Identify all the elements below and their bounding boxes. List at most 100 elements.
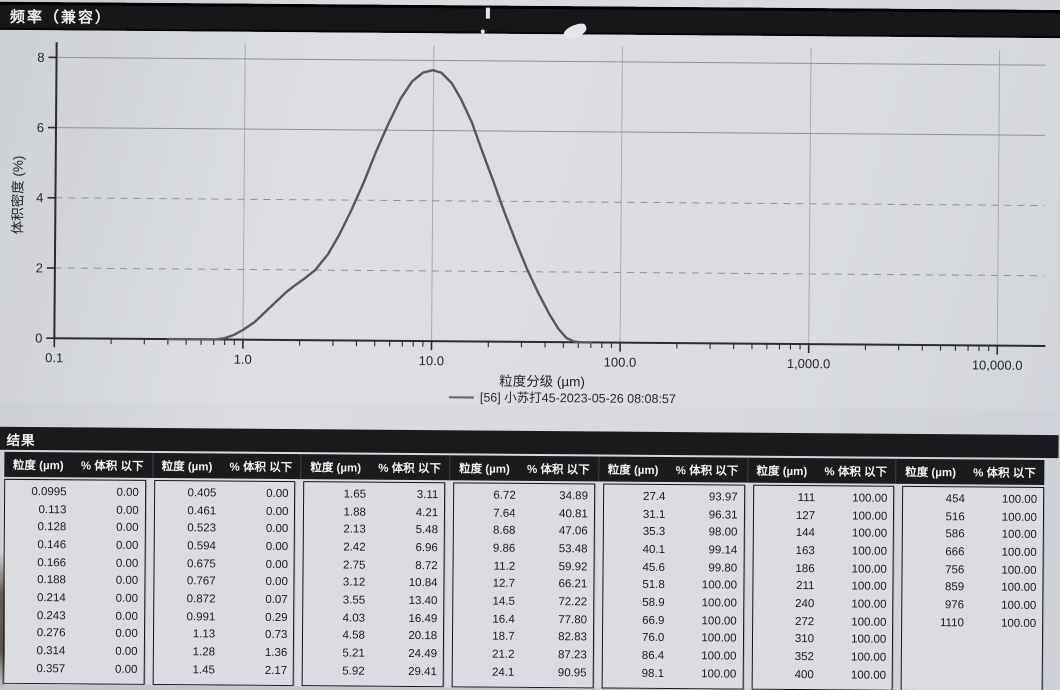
size-value: 6.72 bbox=[493, 489, 516, 502]
table-row: 400 100.00 bbox=[752, 666, 892, 685]
pct-under-value: 0.00 bbox=[116, 486, 139, 499]
pct-under-value: 100.00 bbox=[850, 669, 887, 682]
y-tick-label: 0 bbox=[35, 331, 42, 346]
pct-under-value: 0.00 bbox=[115, 557, 139, 570]
pct-under-value: 100.00 bbox=[851, 580, 887, 594]
size-value: 18.7 bbox=[492, 630, 515, 644]
x-tick-label: 10,000.0 bbox=[972, 357, 1023, 372]
pct-under-value: 100.00 bbox=[1001, 581, 1037, 595]
size-value: 272 bbox=[794, 615, 815, 628]
pct-under-value: 16.49 bbox=[408, 612, 438, 625]
table-row: 31.1 96.31 bbox=[604, 505, 744, 524]
size-value: 31.1 bbox=[642, 508, 666, 521]
size-value: 58.9 bbox=[642, 596, 665, 609]
size-column-header: 粒度 (µm) bbox=[905, 466, 957, 479]
size-value: 211 bbox=[796, 580, 815, 593]
pct-under-value: 99.80 bbox=[708, 561, 738, 575]
pct-under-value: 100.00 bbox=[1001, 511, 1038, 524]
decade-gridline bbox=[808, 48, 812, 345]
table-row: 76.0 100.00 bbox=[603, 629, 743, 648]
size-value: 1.65 bbox=[343, 488, 367, 501]
table-row: 0.166 0.00 bbox=[5, 554, 145, 573]
table-row: 2.75 8.72 bbox=[304, 556, 444, 575]
table-row: 18.7 82.83 bbox=[453, 628, 593, 647]
table-row: 1.45 2.17 bbox=[153, 661, 293, 680]
size-value: 666 bbox=[945, 546, 965, 559]
pct-column-header: % 体积 以下 bbox=[526, 463, 590, 476]
table-row: 11.2 59.92 bbox=[454, 557, 594, 576]
table-row: 0.523 0.00 bbox=[155, 519, 295, 538]
pct-under-value: 100.00 bbox=[851, 598, 887, 611]
table-row: 40.1 99.14 bbox=[604, 541, 744, 560]
table-row: 0.767 0.00 bbox=[154, 572, 294, 591]
decade-gridline bbox=[431, 45, 435, 342]
pct-under-value: 100.00 bbox=[850, 651, 887, 664]
size-value: 51.8 bbox=[642, 579, 665, 592]
pct-under-value: 29.41 bbox=[408, 665, 437, 678]
pct-under-value: 100.00 bbox=[851, 633, 887, 647]
size-value: 163 bbox=[795, 544, 815, 558]
table-row: 352 100.00 bbox=[752, 648, 892, 667]
size-value: 45.6 bbox=[642, 561, 665, 574]
pct-under-value: 0.00 bbox=[265, 505, 289, 518]
column-group-header: 粒度 (µm) % 体积 以下 bbox=[746, 457, 896, 484]
pct-under-value: 0.00 bbox=[265, 558, 289, 571]
table-row: 0.594 0.00 bbox=[154, 537, 294, 556]
x-tick-label: 100.0 bbox=[604, 355, 637, 370]
table-row: 272 100.00 bbox=[753, 613, 893, 632]
size-value: 16.4 bbox=[492, 613, 515, 626]
table-row: 144 100.00 bbox=[753, 524, 893, 543]
pct-under-value: 100.00 bbox=[852, 492, 888, 505]
pct-under-value: 0.00 bbox=[115, 663, 138, 676]
pct-under-value: 5.48 bbox=[415, 524, 439, 537]
table-row: 111 100.00 bbox=[754, 489, 894, 508]
size-value: 3.55 bbox=[342, 594, 366, 607]
table-row: 35.3 98.00 bbox=[604, 523, 744, 542]
legend-label: [56] 小苏打45-2023-05-26 08:08:57 bbox=[480, 390, 676, 407]
size-value: 14.5 bbox=[492, 595, 515, 608]
frequency-chart-svg: 0 2 4 6 8 0.1 1.0 10.0 100.0 1,000.0 10,000.0 体积密度 … bbox=[9, 42, 1046, 407]
table-row: 310 100.00 bbox=[753, 630, 893, 649]
pct-under-value: 100.00 bbox=[701, 668, 737, 681]
size-column-header: 粒度 (µm) bbox=[607, 464, 659, 477]
size-value: 0.113 bbox=[38, 503, 67, 516]
size-value: 0.872 bbox=[186, 593, 216, 606]
pct-under-value: 100.00 bbox=[701, 614, 737, 628]
pct-under-value: 0.00 bbox=[266, 487, 289, 500]
table-row: 163 100.00 bbox=[753, 542, 893, 561]
table-row: 454 100.00 bbox=[903, 490, 1043, 509]
size-column-header: 粒度 (µm) bbox=[12, 459, 64, 472]
pct-under-value: 0.00 bbox=[115, 574, 139, 588]
table-row: 0.188 0.00 bbox=[4, 571, 144, 590]
size-value: 0.523 bbox=[187, 522, 217, 535]
size-value: 76.0 bbox=[641, 632, 665, 645]
size-value: 127 bbox=[795, 509, 816, 522]
size-value: 0.0995 bbox=[31, 485, 67, 499]
x-tick-label: 10.0 bbox=[419, 353, 444, 368]
size-value: 4.03 bbox=[342, 612, 366, 625]
pct-column-header: % 体积 以下 bbox=[675, 464, 739, 478]
size-value: 0.357 bbox=[36, 662, 66, 676]
y-gridline bbox=[55, 197, 1045, 207]
table-row: 976 100.00 bbox=[903, 596, 1043, 615]
y-tick-label: 2 bbox=[36, 260, 43, 275]
pct-under-value: 0.00 bbox=[116, 504, 139, 517]
size-value: 9.86 bbox=[492, 542, 516, 555]
table-row: 58.9 100.00 bbox=[603, 594, 743, 613]
size-value: 859 bbox=[944, 581, 965, 594]
pct-column-header: % 体积 以下 bbox=[229, 461, 293, 474]
pct-under-value: 20.18 bbox=[408, 630, 438, 643]
pct-under-value: 99.14 bbox=[708, 544, 738, 557]
column-group-header: 粒度 (µm) % 体积 以下 bbox=[598, 456, 748, 483]
table-row: 0.146 0.00 bbox=[5, 536, 145, 555]
y-tick-label: 4 bbox=[36, 190, 43, 205]
size-value: 1.28 bbox=[192, 646, 216, 659]
table-row: 186 100.00 bbox=[753, 559, 893, 578]
size-column-header: 粒度 (µm) bbox=[310, 461, 362, 475]
scan-artifact bbox=[0, 552, 5, 690]
table-row: 1.88 4.21 bbox=[304, 503, 444, 522]
size-value: 240 bbox=[795, 597, 815, 611]
size-value: 86.4 bbox=[641, 649, 665, 663]
size-value: 0.214 bbox=[36, 592, 66, 605]
column-group-header: 粒度 (µm) % 体积 以下 bbox=[300, 454, 450, 481]
